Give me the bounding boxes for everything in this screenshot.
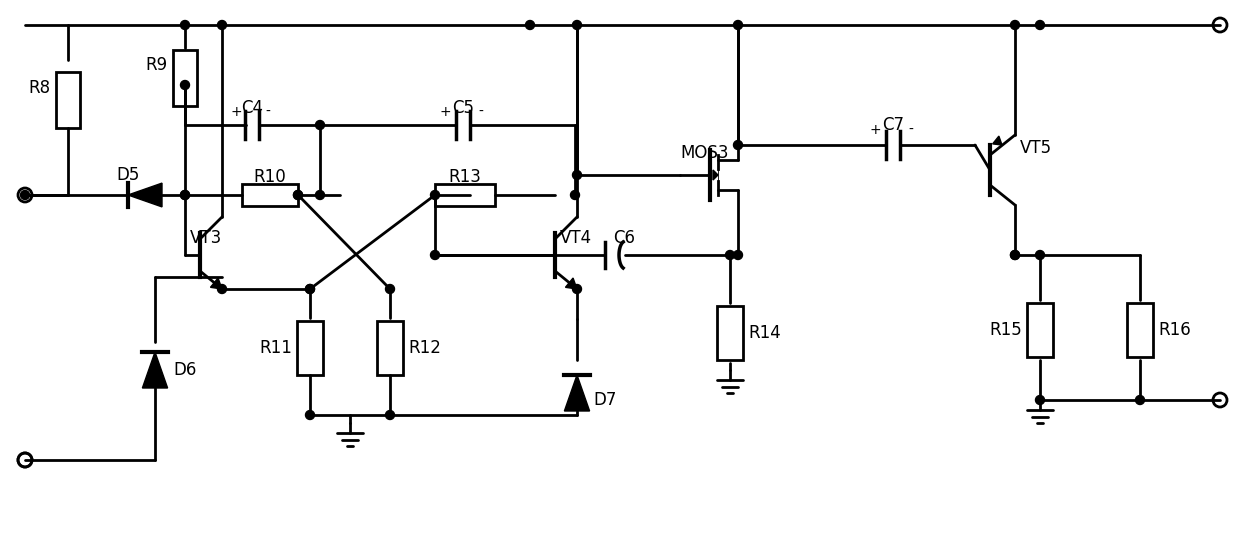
Circle shape — [1011, 250, 1020, 260]
Circle shape — [572, 285, 581, 294]
FancyBboxPatch shape — [242, 184, 299, 206]
Polygon shape — [142, 352, 167, 388]
Circle shape — [570, 191, 580, 199]
Circle shape — [1011, 250, 1020, 260]
Text: R10: R10 — [254, 168, 286, 186]
Circle shape — [294, 191, 302, 199]
Polygon shape — [992, 136, 1002, 145]
Circle shape — [1036, 395, 1044, 405]
Polygon shape — [211, 278, 222, 289]
Text: -: - — [478, 105, 483, 119]
Text: C5: C5 — [452, 99, 475, 117]
Circle shape — [1036, 21, 1044, 29]
Text: +: + — [870, 123, 881, 137]
Circle shape — [306, 411, 315, 420]
Polygon shape — [712, 170, 717, 180]
Circle shape — [181, 21, 190, 29]
FancyBboxPatch shape — [56, 72, 81, 128]
Text: R8: R8 — [27, 79, 50, 97]
Text: R11: R11 — [259, 339, 292, 357]
Text: D6: D6 — [173, 361, 196, 379]
FancyBboxPatch shape — [297, 321, 323, 375]
FancyBboxPatch shape — [377, 321, 403, 375]
Text: VT3: VT3 — [190, 229, 222, 247]
FancyBboxPatch shape — [173, 50, 197, 106]
Circle shape — [181, 191, 190, 199]
FancyBboxPatch shape — [1027, 303, 1053, 357]
Polygon shape — [565, 375, 590, 411]
Text: +: + — [439, 105, 451, 119]
Circle shape — [294, 191, 302, 199]
FancyBboxPatch shape — [717, 306, 743, 360]
Circle shape — [733, 250, 742, 260]
Text: C6: C6 — [613, 229, 636, 247]
Circle shape — [726, 250, 735, 260]
Circle shape — [572, 171, 581, 180]
Text: D7: D7 — [593, 391, 616, 409]
Circle shape — [1036, 250, 1044, 260]
Circle shape — [218, 285, 227, 294]
FancyBboxPatch shape — [435, 184, 496, 206]
Circle shape — [430, 191, 440, 199]
Circle shape — [21, 191, 30, 199]
Text: C7: C7 — [882, 116, 904, 134]
Text: R15: R15 — [989, 321, 1022, 339]
Circle shape — [733, 21, 742, 29]
Text: R12: R12 — [408, 339, 441, 357]
Circle shape — [181, 80, 190, 90]
Circle shape — [316, 121, 325, 129]
Text: VT5: VT5 — [1020, 139, 1052, 157]
Circle shape — [1135, 395, 1145, 405]
Circle shape — [218, 21, 227, 29]
Text: R13: R13 — [449, 168, 482, 186]
Circle shape — [1011, 21, 1020, 29]
Circle shape — [385, 411, 394, 420]
Text: -: - — [265, 105, 270, 119]
Circle shape — [385, 285, 394, 294]
FancyBboxPatch shape — [1127, 303, 1154, 357]
Polygon shape — [565, 278, 577, 289]
Circle shape — [306, 285, 315, 294]
Text: R16: R16 — [1158, 321, 1191, 339]
Polygon shape — [128, 183, 162, 207]
Circle shape — [316, 191, 325, 199]
Circle shape — [181, 191, 190, 199]
Circle shape — [525, 21, 534, 29]
Text: -: - — [908, 123, 913, 137]
Text: MOS3: MOS3 — [680, 144, 730, 162]
Text: D5: D5 — [116, 166, 140, 184]
Circle shape — [430, 250, 440, 260]
Circle shape — [572, 21, 581, 29]
Circle shape — [733, 141, 742, 149]
Text: R14: R14 — [748, 324, 781, 342]
Text: C4: C4 — [242, 99, 263, 117]
Text: R9: R9 — [145, 56, 167, 74]
Text: VT4: VT4 — [560, 229, 592, 247]
Circle shape — [306, 285, 315, 294]
Text: +: + — [230, 105, 242, 119]
